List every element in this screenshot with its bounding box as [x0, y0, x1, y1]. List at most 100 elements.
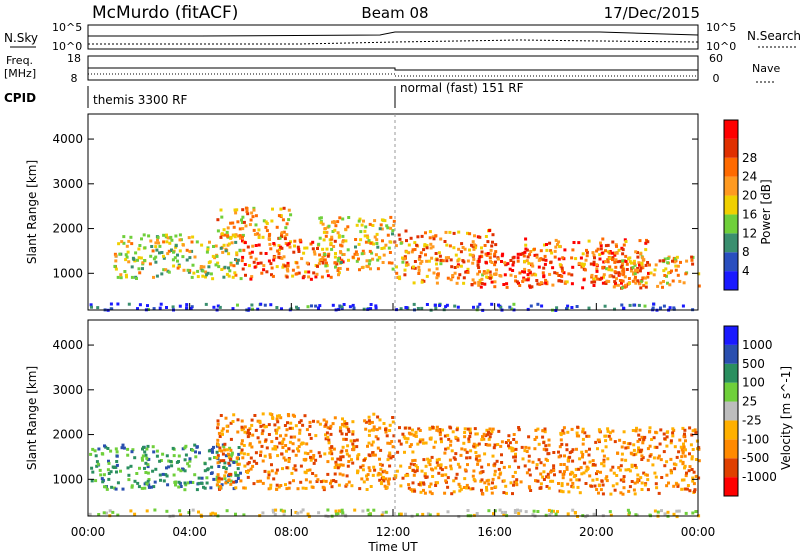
velocity-cell	[626, 508, 630, 512]
velocity-cell	[565, 467, 569, 471]
velocity-cell	[246, 462, 250, 466]
power-colorbar-tick-label: 8	[742, 245, 750, 259]
power-cell	[553, 249, 557, 253]
velocity-cell	[256, 436, 260, 440]
velocity-cell	[422, 488, 425, 492]
velocity-cell	[279, 434, 282, 438]
velocity-cell	[571, 471, 575, 475]
velocity-cell	[306, 468, 310, 472]
velocity-cell	[371, 453, 375, 457]
velocity-cell	[609, 492, 613, 496]
power-cell	[570, 273, 574, 277]
power-cell	[667, 271, 671, 275]
velocity-cell	[357, 453, 361, 457]
power-cell	[561, 269, 564, 273]
vel-ytick-label: 4000	[52, 338, 83, 352]
power-cell	[477, 257, 481, 261]
power-cell	[318, 236, 322, 240]
velocity-cell	[644, 473, 648, 477]
velocity-cell	[524, 510, 528, 514]
velocity-cell	[560, 442, 564, 446]
velocity-cell	[119, 469, 122, 473]
velocity-cell	[376, 437, 380, 441]
velocity-cell	[574, 467, 578, 471]
power-cell	[613, 280, 617, 284]
velocity-cell	[581, 430, 585, 434]
velocity-cell	[403, 436, 407, 440]
velocity-cell	[145, 447, 149, 451]
velocity-cell	[391, 455, 395, 458]
velocity-cell	[326, 435, 330, 439]
velocity-cell	[115, 460, 119, 463]
power-cell	[545, 243, 548, 246]
power-cell	[413, 248, 417, 251]
velocity-cell	[428, 513, 432, 517]
velocity-cell	[343, 420, 347, 424]
velocity-cell	[326, 508, 330, 512]
power-cell	[387, 246, 391, 250]
velocity-cell	[601, 449, 605, 453]
velocity-cell	[468, 456, 472, 460]
power-cell	[253, 265, 257, 269]
velocity-cell	[224, 481, 228, 485]
power-cell	[341, 240, 345, 244]
velocity-cell	[545, 448, 549, 452]
power-cell	[663, 274, 667, 277]
power-cell	[526, 273, 530, 277]
power-cell	[204, 275, 207, 279]
power-cell	[297, 250, 301, 253]
velocity-cell	[418, 440, 422, 444]
power-cell	[617, 248, 621, 252]
velocity-cell	[411, 428, 414, 432]
power-cell	[233, 208, 237, 212]
power-cell	[504, 263, 508, 267]
velocity-cell	[490, 491, 494, 495]
velocity-cell	[537, 458, 541, 462]
power-cell	[157, 241, 161, 245]
velocity-cell	[345, 452, 349, 456]
power-cell	[590, 280, 594, 284]
velocity-cell	[553, 473, 556, 477]
velocity-cell	[220, 429, 224, 433]
power-cell	[222, 275, 226, 279]
velocity-cell	[372, 508, 376, 512]
velocity-cell	[151, 445, 155, 449]
power-cell	[461, 259, 465, 263]
velocity-cell	[669, 439, 673, 443]
power-cell	[250, 211, 254, 215]
power-cell	[428, 236, 432, 240]
velocity-cell	[683, 466, 686, 470]
velocity-cell	[558, 470, 562, 474]
power-cell	[268, 238, 271, 241]
velocity-cell	[276, 414, 279, 418]
power-cell	[281, 218, 285, 222]
power-cell	[666, 257, 670, 260]
power-cell	[589, 262, 593, 266]
velocity-cell	[145, 456, 149, 460]
power-cell	[540, 304, 544, 308]
power-cell	[551, 266, 555, 270]
velocity-cell	[259, 424, 263, 428]
velocity-cell	[520, 445, 524, 449]
noise-left-tick-bottom: 10^0	[52, 40, 82, 53]
vel-colorbar-swatch	[724, 401, 738, 421]
velocity-cell	[242, 444, 246, 447]
power-cell	[420, 306, 424, 310]
power-cell	[476, 305, 480, 309]
power-cell	[434, 234, 438, 238]
velocity-cell	[259, 450, 263, 454]
power-cell	[575, 305, 579, 308]
velocity-cell	[682, 478, 686, 482]
power-cell	[311, 240, 315, 244]
power-cell	[592, 263, 596, 267]
velocity-cell	[444, 466, 448, 470]
velocity-cell	[408, 432, 412, 436]
power-cell	[178, 233, 182, 237]
power-cell	[604, 249, 607, 253]
power-cell	[233, 235, 237, 239]
power-cell	[236, 303, 239, 307]
velocity-cell	[95, 464, 99, 468]
velocity-cell	[183, 488, 187, 492]
power-cell	[334, 265, 337, 269]
power-cell	[178, 304, 182, 308]
